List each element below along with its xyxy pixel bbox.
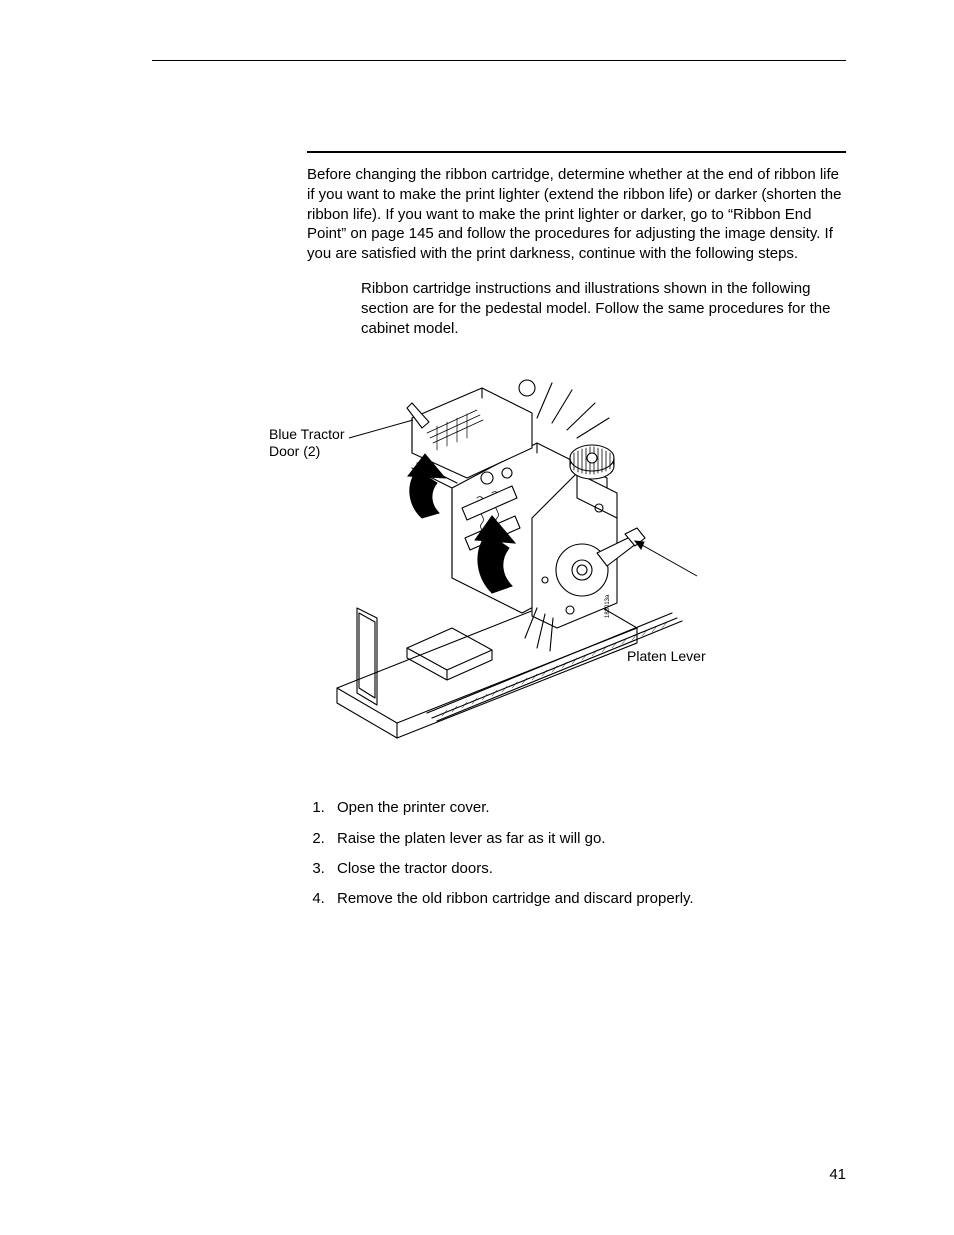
step-2: Raise the platen lever as far as it will… bbox=[329, 829, 846, 849]
page-number: 41 bbox=[829, 1166, 846, 1183]
callout-platen-lever: Platen Lever bbox=[627, 648, 706, 665]
figure: Blue Tractor Door (2) Platen Lever bbox=[277, 358, 817, 768]
top-rule bbox=[152, 60, 846, 61]
figure-ref: 183013a bbox=[605, 594, 611, 618]
step-1: Open the printer cover. bbox=[329, 798, 846, 818]
callout-line2: Door (2) bbox=[269, 443, 320, 459]
step-3: Close the tractor doors. bbox=[329, 859, 846, 879]
content-area: Before changing the ribbon cartridge, de… bbox=[307, 151, 846, 909]
callout-line1: Blue Tractor bbox=[269, 426, 344, 442]
step-4: Remove the old ribbon cartridge and disc… bbox=[329, 889, 846, 909]
page: Before changing the ribbon cartridge, de… bbox=[0, 0, 954, 1235]
callout-blue-tractor-door: Blue Tractor Door (2) bbox=[269, 426, 344, 460]
steps-list: Open the printer cover. Raise the platen… bbox=[307, 798, 846, 909]
intro-paragraph: Before changing the ribbon cartridge, de… bbox=[307, 165, 846, 264]
note-paragraph: Ribbon cartridge instructions and illust… bbox=[361, 279, 846, 338]
section-rule bbox=[307, 151, 846, 153]
printer-diagram-icon: 183013a bbox=[277, 358, 817, 768]
